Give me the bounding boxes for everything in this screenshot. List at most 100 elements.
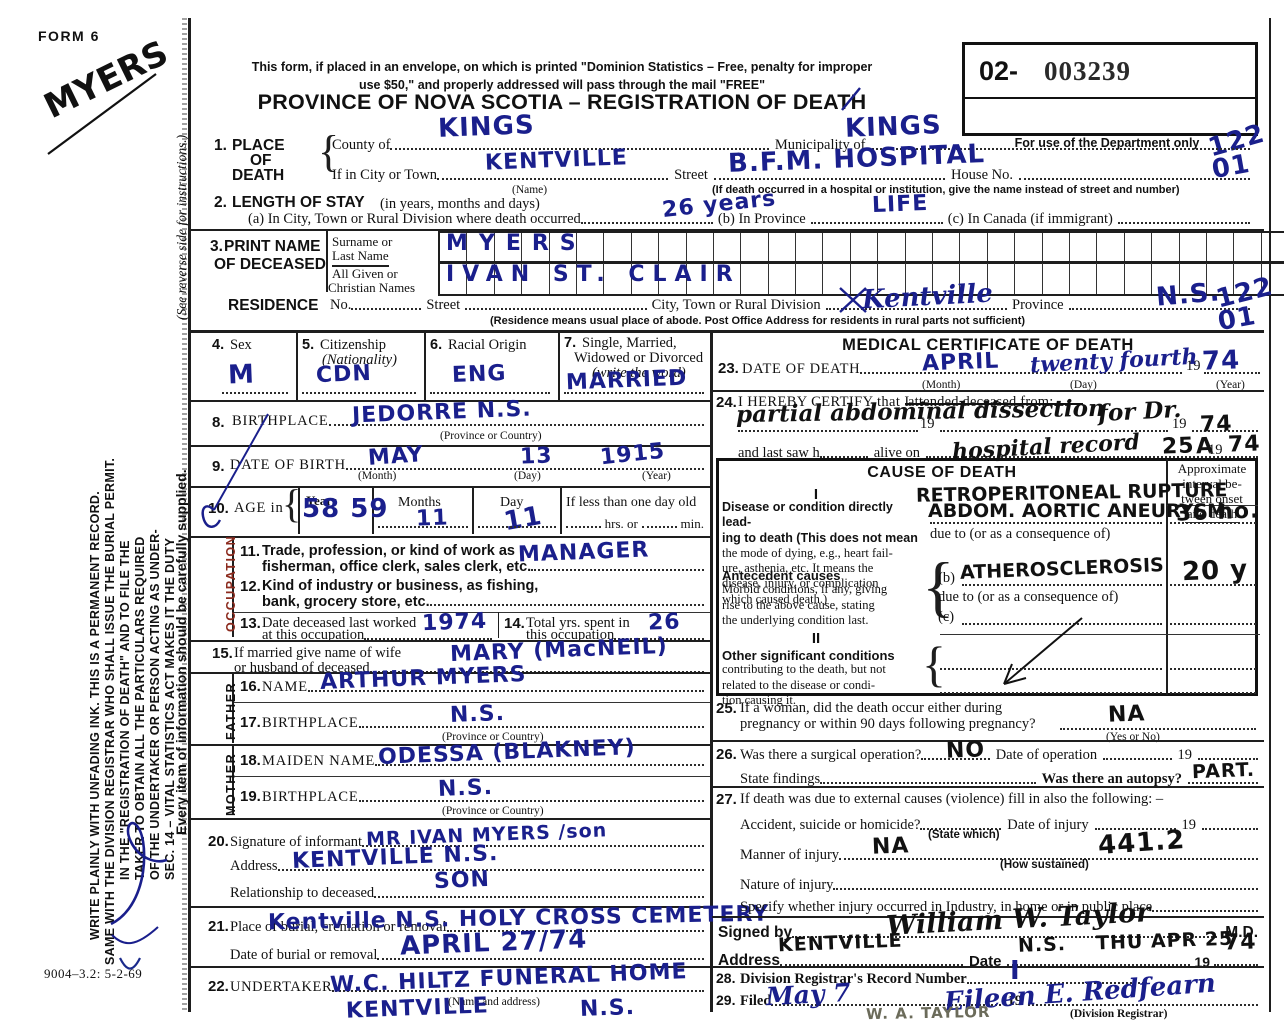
name-grid-cell[interactable] <box>1015 233 1043 262</box>
interval-b-field[interactable] <box>1170 574 1256 590</box>
name-grid-cell[interactable] <box>1125 263 1153 294</box>
item24-line1-left[interactable] <box>738 416 918 436</box>
interval-a-field[interactable] <box>1170 512 1256 528</box>
name-grid-cell[interactable] <box>1180 263 1207 294</box>
item27-manner-row[interactable]: Manner of injury <box>740 844 1258 864</box>
item21-place-row[interactable]: Place of burial, cremation or removal <box>230 916 704 936</box>
item23-row[interactable]: DATE OF DEATH <box>742 358 1182 378</box>
item23-year-field[interactable] <box>1204 358 1260 378</box>
name-grid-cell[interactable] <box>440 263 468 294</box>
name-grid-cell[interactable] <box>495 263 523 294</box>
name-grid-cell[interactable] <box>467 233 495 262</box>
name-grid-cell[interactable] <box>604 263 632 294</box>
item11-row[interactable]: fisherman, office clerk, sales clerk, et… <box>262 557 704 575</box>
name-grid-cell[interactable] <box>851 233 879 262</box>
cause-line-a-field[interactable] <box>930 508 1162 528</box>
name-grid-cell[interactable] <box>878 263 906 294</box>
item28-row[interactable]: Division Registrar's Record Number <box>740 968 1258 988</box>
name-grid-cell[interactable] <box>796 233 824 262</box>
name-grid-cell[interactable] <box>1043 263 1070 294</box>
item26-findings-row[interactable]: State findings Was there an autopsy? <box>740 768 1258 788</box>
name-grid-cell[interactable] <box>1097 233 1125 262</box>
name-grid-cell[interactable] <box>550 263 577 294</box>
item12-row[interactable]: bank, grocery store, etc. <box>262 592 704 610</box>
name-grid-cell[interactable] <box>659 263 687 294</box>
name-grid-cell[interactable] <box>467 263 495 294</box>
part2-line2-field[interactable] <box>940 680 1162 698</box>
name-grid-cell[interactable] <box>1234 233 1262 262</box>
item16-row[interactable]: NAME <box>262 676 704 696</box>
item19-row[interactable]: BIRTHPLACE <box>262 786 704 806</box>
item7-field[interactable] <box>564 370 704 394</box>
name-grid-cell[interactable] <box>1234 263 1262 294</box>
interval-part2-field-2[interactable] <box>1170 680 1256 698</box>
name-grid-cell[interactable] <box>522 263 550 294</box>
name-grid-cell[interactable] <box>1152 233 1180 262</box>
name-grid-cell[interactable] <box>1097 263 1125 294</box>
item27-nature-row[interactable]: Nature of injury <box>740 874 1258 894</box>
item4-field[interactable] <box>222 358 288 394</box>
given-names-grid[interactable] <box>438 261 1284 296</box>
name-grid-cell[interactable] <box>1152 263 1180 294</box>
name-grid-cell[interactable] <box>1180 233 1207 262</box>
item5-field[interactable] <box>302 358 416 394</box>
signed-address-row[interactable]: Address Date 19 <box>718 948 1258 970</box>
name-grid-cell[interactable] <box>632 233 660 262</box>
name-grid-cell[interactable] <box>1070 233 1098 262</box>
item22-row[interactable]: UNDERTAKER <box>230 976 704 996</box>
name-grid-cell[interactable] <box>933 263 961 294</box>
name-grid-cell[interactable] <box>714 263 742 294</box>
name-grid-cell[interactable] <box>522 233 550 262</box>
item21-date-row[interactable]: Date of burial or removal <box>230 944 704 964</box>
item6-field[interactable] <box>430 358 550 394</box>
name-grid-cell[interactable] <box>960 233 988 262</box>
cause-line-b-field[interactable] <box>962 570 1162 590</box>
item17-row[interactable]: BIRTHPLACE <box>262 712 704 732</box>
item24-line1-right[interactable] <box>1192 416 1258 436</box>
name-grid-cell[interactable] <box>769 233 797 262</box>
name-grid-cell[interactable] <box>741 263 769 294</box>
item10-months-field[interactable] <box>378 516 468 532</box>
name-grid-cell[interactable] <box>687 263 714 294</box>
item13-row[interactable]: at this occupation <box>262 627 492 644</box>
name-grid-cell[interactable] <box>604 233 632 262</box>
item20-relationship-row[interactable]: Relationship to deceased <box>230 882 704 902</box>
name-grid-cell[interactable] <box>1262 233 1284 262</box>
name-grid-cell[interactable] <box>687 233 714 262</box>
name-grid-cell[interactable] <box>440 233 468 262</box>
item14-row[interactable]: this occupation <box>526 627 704 644</box>
name-grid-cell[interactable] <box>1043 233 1070 262</box>
name-grid-cell[interactable] <box>495 233 523 262</box>
name-grid-cell[interactable] <box>1015 263 1043 294</box>
name-grid-cell[interactable] <box>1070 263 1098 294</box>
item18-row[interactable]: MAIDEN NAME <box>262 750 704 770</box>
name-grid-cell[interactable] <box>851 263 879 294</box>
interval-part2-field-1[interactable] <box>1170 656 1256 674</box>
name-grid-cell[interactable] <box>933 233 961 262</box>
name-grid-cell[interactable] <box>1207 263 1235 294</box>
name-grid-cell[interactable] <box>906 233 934 262</box>
name-grid-cell[interactable] <box>550 233 577 262</box>
name-grid-cell[interactable] <box>823 233 851 262</box>
item27-accident-row[interactable]: Accident, suicide or homicide? Date of i… <box>740 814 1259 834</box>
item29-row[interactable]: Filed 19 <box>740 990 1259 1010</box>
name-grid-cell[interactable] <box>741 233 769 262</box>
name-grid-cell[interactable] <box>823 263 851 294</box>
name-grid-cell[interactable] <box>659 233 687 262</box>
name-grid-cell[interactable] <box>988 233 1016 262</box>
item10-days-field[interactable] <box>478 516 556 532</box>
name-grid-cell[interactable] <box>1125 233 1153 262</box>
name-grid-cell[interactable] <box>1207 233 1235 262</box>
name-grid-cell[interactable] <box>878 233 906 262</box>
cause-line-c-field[interactable] <box>962 609 1162 629</box>
item20-address-row[interactable]: Address <box>230 855 704 875</box>
item25-field[interactable] <box>1060 716 1256 734</box>
item20-signature-row[interactable]: Signature of informant <box>230 831 704 851</box>
item24-line1-mid[interactable] <box>940 416 1168 436</box>
item24-lastsaw-row[interactable]: and last saw h alive on <box>738 442 1258 462</box>
item27-specify-row[interactable]: Specify whether injury occurred in Indus… <box>740 896 1258 916</box>
name-grid-cell[interactable] <box>632 263 660 294</box>
name-grid-cell[interactable] <box>769 263 797 294</box>
item10-hrs-field[interactable]: hrs. or min. <box>566 516 704 532</box>
name-grid-cell[interactable] <box>577 263 605 294</box>
